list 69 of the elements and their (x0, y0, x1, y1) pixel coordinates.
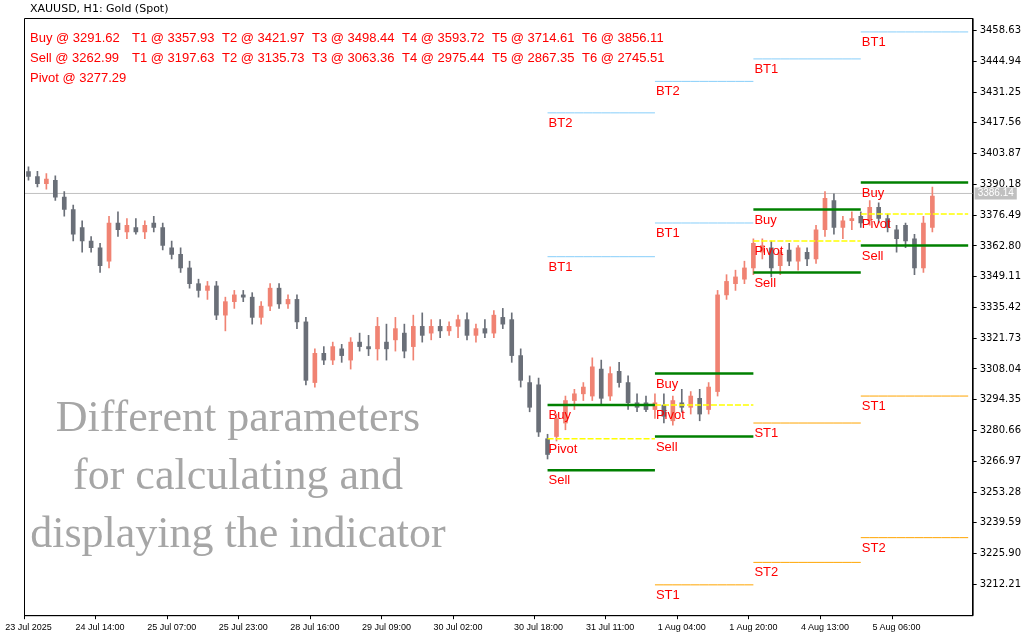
series-label: Pivot (548, 440, 578, 456)
y-tick-label: 3321.73 (979, 331, 1022, 343)
x-tick-label: 23 Jul 2025 (5, 622, 52, 633)
annotation: T5 @ 2867.35 (492, 50, 575, 65)
annotation: T3 @ 3063.36 (312, 50, 395, 65)
x-tick-label: 1 Aug 20:00 (729, 622, 778, 633)
x-tick-label: 24 Jul 14:00 (75, 622, 125, 633)
series-label: BT1 (655, 225, 680, 241)
y-tick-label: 3417.56 (979, 116, 1022, 128)
series-label: ST1 (861, 398, 886, 414)
annotation: T2 @ 3135.73 (222, 50, 305, 65)
y-tick-label: 3294.35 (979, 393, 1022, 405)
chart-title: XAUUSD, H1: Gold (Spot) (30, 2, 169, 15)
annotation: T6 @ 2745.51 (582, 50, 665, 65)
series-label: Buy (861, 184, 885, 200)
y-tick-label: 3349.11 (979, 270, 1022, 282)
series-label: Sell (655, 438, 678, 454)
x-tick-label: 25 Jul 07:00 (147, 622, 197, 633)
x-tick-label: 30 Jul 18:00 (514, 622, 564, 633)
series-label: Sell (861, 247, 884, 263)
annotation: Sell @ 3262.99 (30, 50, 120, 65)
series-label: ST2 (861, 539, 886, 555)
y-tick-label: 3212.21 (979, 577, 1022, 589)
y-tick-label: 3390.18 (979, 177, 1022, 189)
series-label: Buy (754, 211, 778, 227)
x-tick-label: 1 Aug 04:00 (657, 622, 706, 633)
series-label: BT2 (548, 114, 573, 130)
series-label: BT1 (754, 60, 779, 76)
annotation: T1 @ 3197.63 (132, 50, 215, 65)
y-tick-label: 3308.04 (979, 362, 1022, 374)
series-label: ST1 (754, 425, 779, 441)
x-tick-label: 30 Jul 02:00 (433, 622, 483, 633)
annotation: T3 @ 3498.44 (312, 30, 395, 45)
series-label: Buy (655, 375, 679, 391)
series-label: BT2 (655, 83, 680, 99)
y-tick-label: 3335.42 (979, 301, 1022, 313)
x-tick-label: 5 Aug 06:00 (872, 622, 921, 633)
y-tick-label: 3376.49 (979, 208, 1022, 220)
y-tick-label: 3431.25 (979, 85, 1022, 97)
y-tick-label: 3253.28 (979, 485, 1022, 497)
series-label: Sell (754, 274, 777, 290)
annotation: T5 @ 3714.61 (492, 30, 575, 45)
annotation: T4 @ 2975.44 (402, 50, 485, 65)
x-tick-label: 29 Jul 09:00 (361, 622, 411, 633)
x-tick-label: 4 Aug 13:00 (800, 622, 849, 633)
annotation: T2 @ 3421.97 (222, 30, 305, 45)
series-label: BT1 (548, 258, 573, 274)
series-label: BT1 (861, 34, 886, 50)
y-tick-label: 3458.63 (979, 24, 1022, 36)
ref-line-label: 3386.14 (977, 187, 1015, 199)
series-label: Sell (548, 472, 571, 488)
x-tick-label: 31 Jul 11:00 (586, 622, 635, 633)
annotation: Pivot @ 3277.29 (30, 70, 127, 85)
y-tick-label: 3280.66 (979, 424, 1022, 436)
annotation: Different parameters for calculating and displaying the indicator (29, 391, 447, 559)
annotation: T4 @ 3593.72 (402, 30, 485, 45)
series-label: ST2 (754, 564, 779, 580)
y-tick-label: 3266.97 (979, 454, 1022, 466)
series-label: ST1 (655, 586, 680, 602)
y-tick-label: 3225.90 (979, 547, 1022, 559)
x-tick-label: 25 Jul 23:00 (218, 622, 268, 633)
annotation: Buy @ 3291.62 (30, 30, 120, 45)
y-tick-label: 3444.94 (979, 54, 1022, 66)
annotation: T6 @ 3856.11 (582, 30, 664, 45)
y-tick-label: 3239.59 (979, 516, 1022, 528)
y-tick-label: 3362.80 (979, 239, 1022, 251)
x-tick-label: 28 Jul 16:00 (290, 622, 340, 633)
annotation: T1 @ 3357.93 (132, 30, 215, 45)
y-tick-label: 3403.87 (979, 147, 1022, 159)
